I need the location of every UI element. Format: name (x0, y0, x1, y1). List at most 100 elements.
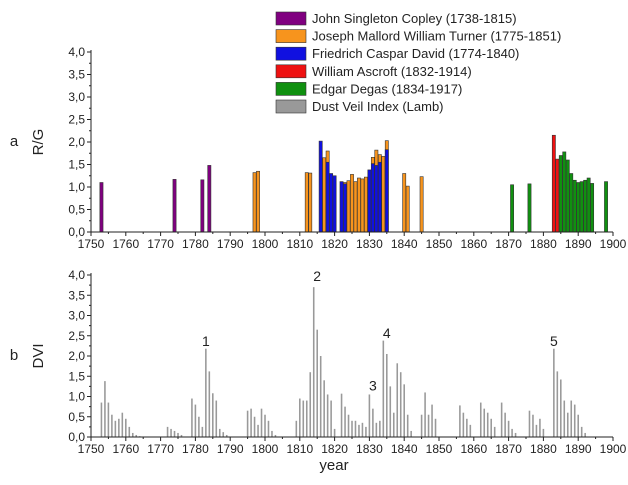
b-bar-0-1839 (399, 372, 402, 437)
b-bar-0-1784 (208, 371, 211, 437)
b-x-tick-label: 1830 (356, 442, 383, 456)
b-bar-0-1756 (111, 414, 113, 437)
b-bar-0-1798 (257, 424, 259, 437)
b-bar-0-1755 (107, 402, 110, 437)
b-bar-0-1803 (274, 434, 277, 437)
a-bar-1-1841 (405, 185, 410, 233)
a-x-tick-label: 1760 (112, 237, 139, 250)
b-bar-0-1812 (305, 400, 308, 437)
a-bar-4-1890 (576, 182, 581, 233)
b-bar-0-1818 (326, 394, 329, 437)
legend-label: William Ascroft (1832-1914) (312, 64, 472, 79)
a-bar-0-1782 (200, 179, 205, 233)
b-bar-0-1814 (312, 287, 315, 437)
b-bar-0-1776 (180, 434, 183, 437)
b-bar-0-1868 (500, 402, 503, 437)
b-bar-0-1830 (368, 394, 371, 437)
b-bar-0-1846 (424, 392, 426, 437)
a-bar-3-1883 (551, 134, 556, 233)
legend-swatch (275, 99, 307, 114)
b-bar-0-1758 (118, 418, 120, 437)
b-bar-0-1862 (479, 402, 482, 437)
b-bar-0-1877 (532, 414, 534, 437)
a-y-tick-label: 2,0 (68, 135, 85, 149)
b-bar-0-1809 (295, 420, 298, 437)
a-bar-1-1834 (381, 156, 386, 233)
b-bar-0-1817 (323, 380, 325, 437)
b-bar-0-1779 (191, 398, 193, 437)
b-y-tick-label: 0,0 (68, 430, 85, 444)
a-bar-0-1784 (207, 165, 212, 233)
b-bar-0-1796 (250, 408, 252, 437)
b-bar-0-1827 (358, 424, 360, 437)
b-x-tick-label: 1750 (78, 442, 105, 456)
b-y-tick-label: 4,0 (68, 268, 85, 282)
b-bar-0-1842 (410, 430, 412, 437)
b-bar-0-1859 (469, 424, 472, 437)
a-bar-4-1887 (565, 159, 570, 233)
b-x-tick-label: 1870 (495, 442, 522, 456)
a-bar-2-1835 (384, 149, 389, 233)
legend-label: Friedrich Caspar David (1774-1840) (312, 46, 519, 61)
b-bar-0-1889 (573, 404, 576, 437)
a-bar-0-1774 (172, 179, 177, 233)
b-bar-0-1884 (556, 371, 559, 437)
a-x-tick-label: 1850 (426, 237, 453, 250)
b-bar-0-1761 (128, 426, 131, 438)
a-bar-4-1886 (562, 151, 567, 233)
b-bar-0-1856 (459, 405, 461, 437)
b-bar-0-1838 (396, 363, 399, 437)
b-bar-0-1858 (466, 418, 468, 437)
b-bar-0-1834 (382, 340, 385, 437)
b-bar-0-1823 (344, 406, 346, 438)
b-x-tick-label: 1900 (600, 442, 627, 456)
b-bar-0-1886 (563, 400, 566, 437)
a-bar-1-1817 (322, 157, 327, 233)
b-y-axis-title: DVI (30, 343, 47, 368)
b-bar-0-1815 (316, 329, 318, 437)
b-bar-0-1801 (267, 420, 270, 437)
a-bar-4-1885 (558, 155, 563, 233)
a-x-tick-label: 1780 (182, 237, 209, 250)
b-x-tick-label: 1810 (286, 442, 313, 456)
b-bar-0-1819 (330, 400, 332, 437)
a-bar-1-1812 (304, 172, 309, 233)
b-bar-0-1872 (514, 432, 517, 437)
b-x-tick-label: 1840 (391, 442, 418, 456)
b-x-tick-label: 1860 (460, 442, 487, 456)
a-bar-1-1813 (308, 172, 313, 233)
b-bar-0-1883 (553, 348, 555, 437)
a-x-tick-label: 1770 (147, 237, 174, 250)
a-x-tick-label: 1870 (495, 237, 522, 250)
a-bar-1-1824 (346, 180, 351, 233)
a-x-tick-label: 1840 (391, 237, 418, 250)
a-bar-2-1820 (332, 175, 337, 233)
b-bar-0-1780 (194, 404, 197, 437)
legend-label: Joseph Mallord William Turner (1775-1851… (312, 29, 561, 44)
legend-swatch (275, 29, 307, 43)
b-bar-0-1835 (386, 353, 388, 437)
b-bar-0-1789 (225, 434, 228, 437)
a-x-tick-label: 1790 (217, 237, 244, 250)
b-bar-0-1848 (431, 404, 433, 437)
a-x-tick-label: 1750 (78, 237, 105, 250)
b-bar-0-1763 (135, 434, 138, 437)
b-bar-0-1857 (462, 412, 465, 437)
b-bar-0-1760 (125, 418, 127, 437)
b-bar-0-1829 (365, 426, 367, 438)
b-bar-0-1810 (299, 398, 301, 437)
a-bar-2-1832 (374, 165, 379, 233)
b-bar-0-1762 (131, 432, 134, 437)
b-bar-0-1863 (483, 408, 486, 437)
a-y-tick-label: 3,5 (68, 68, 85, 82)
chart-a: 0,0 0,5 1,0 1,5 2,0 2,5 3,0 3,5 4,0 1750 1760 1770 1… (10, 11, 627, 250)
a-bar-2-1823 (343, 183, 347, 233)
a-bar-1-1826 (353, 181, 358, 233)
b-bar-0-1799 (260, 408, 263, 437)
b-bar-0-1887 (566, 412, 569, 437)
chart-b: 0,0 0,5 1,0 1,5 2,0 2,5 3,0 3,5 4,0 1750 1760 1770 1… (10, 268, 627, 474)
b-bar-0-1826 (354, 420, 357, 437)
b-bar-0-1865 (490, 418, 492, 437)
b-bar-0-1800 (264, 414, 266, 437)
